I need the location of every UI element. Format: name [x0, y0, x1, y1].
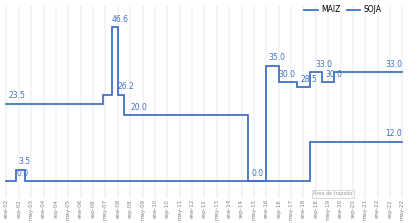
Legend: MAIZ, SOJA: MAIZ, SOJA [301, 2, 384, 17]
Text: 0.0: 0.0 [252, 169, 264, 178]
Text: 20.0: 20.0 [130, 103, 147, 112]
Text: Área de trazado: Área de trazado [313, 191, 353, 196]
Text: 26.2: 26.2 [118, 82, 134, 91]
Text: 33.0: 33.0 [386, 60, 402, 69]
Text: 28.5: 28.5 [301, 75, 318, 84]
Text: 3.5: 3.5 [19, 157, 31, 166]
Text: 0.0: 0.0 [16, 169, 29, 178]
Text: 30.0: 30.0 [326, 70, 343, 79]
Text: 30.0: 30.0 [278, 70, 296, 79]
Text: 12.0: 12.0 [386, 129, 402, 138]
Text: 23.5: 23.5 [9, 91, 26, 100]
Text: 46.6: 46.6 [112, 15, 129, 24]
Text: 35.0: 35.0 [269, 53, 286, 62]
Text: 33.0: 33.0 [316, 60, 333, 69]
